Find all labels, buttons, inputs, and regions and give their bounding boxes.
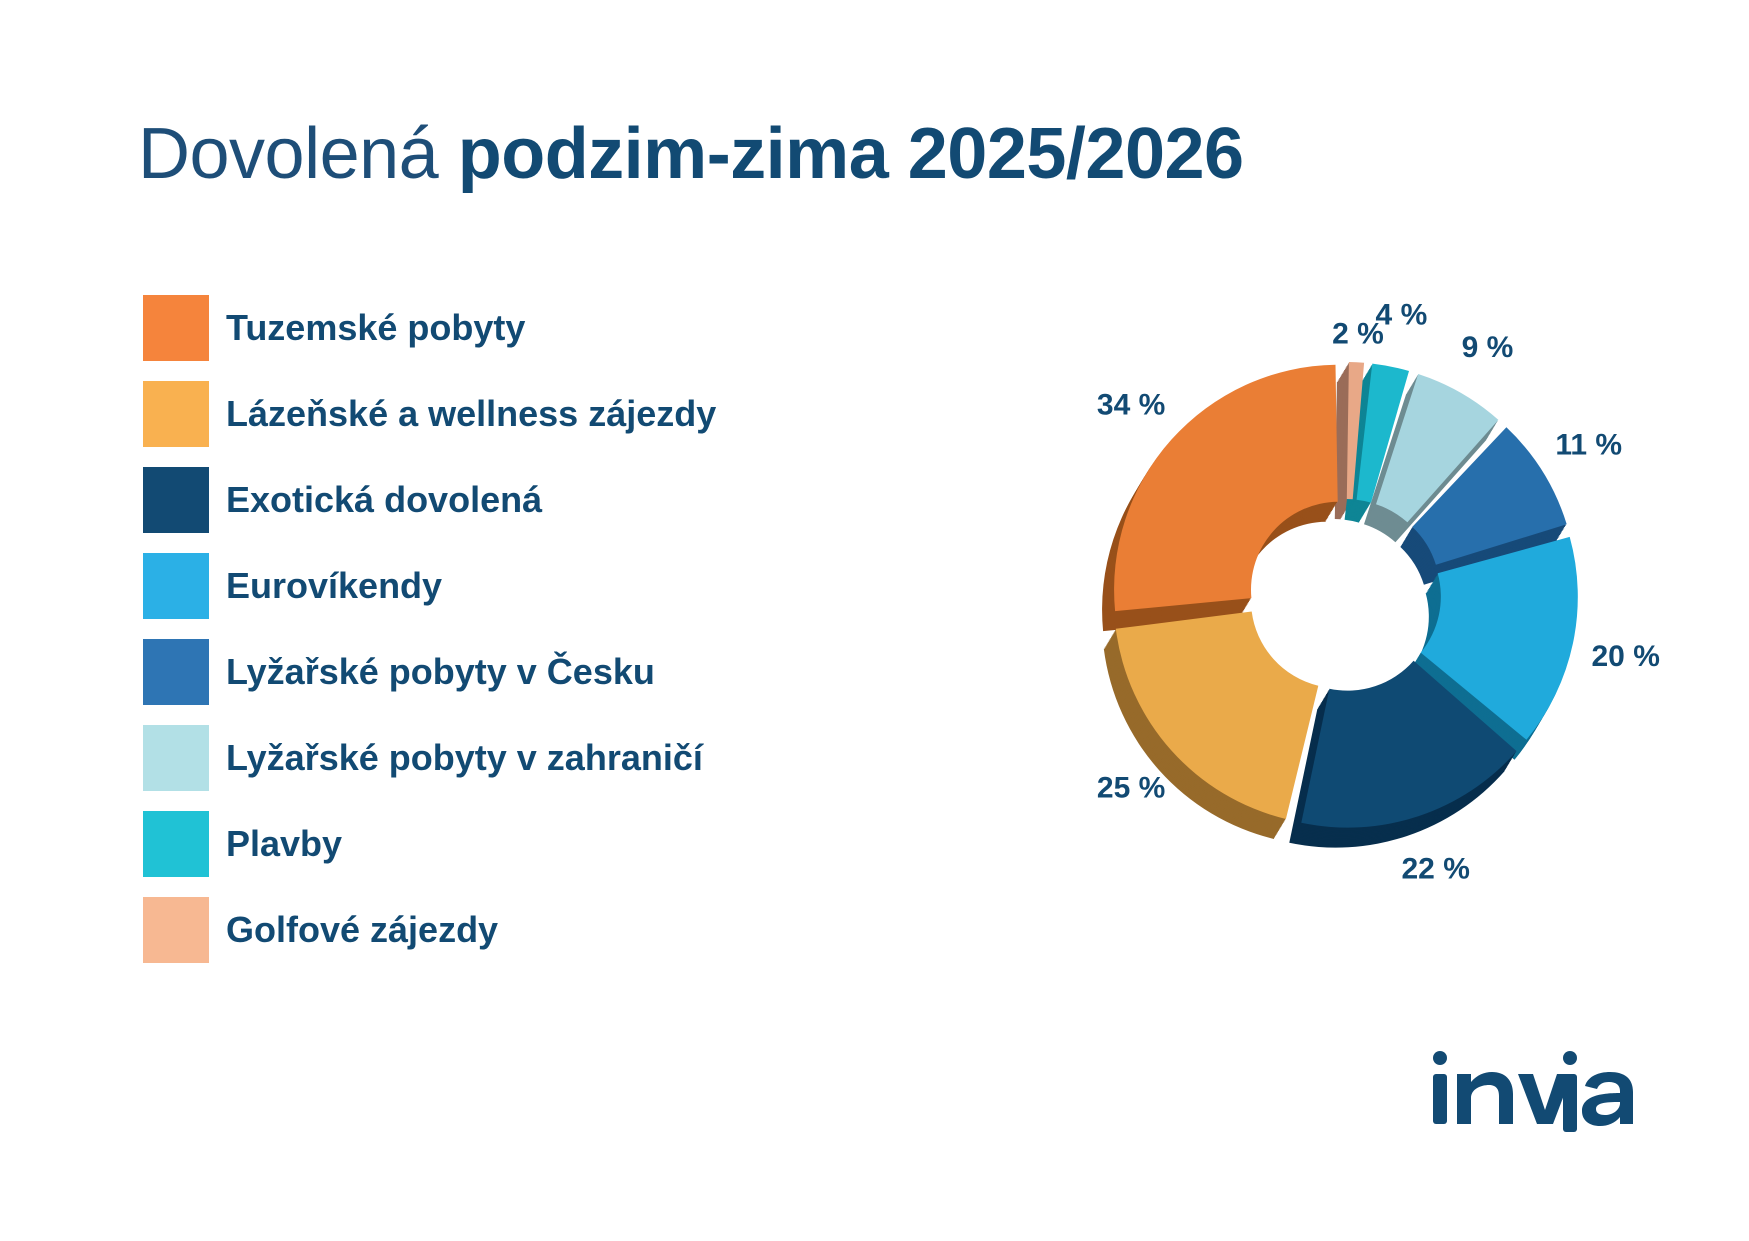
slice-ly-a-sk-pobyty-v-zahrani- — [1376, 374, 1499, 523]
slice-tuzemsk-pobyty — [1114, 364, 1338, 612]
legend-item: Lázeňské a wellness zájezdy — [143, 381, 716, 447]
legend-swatch — [143, 553, 209, 619]
legend-item: Eurovíkendy — [143, 553, 442, 619]
slice-eurov-kendy — [1420, 536, 1578, 740]
title-light: Dovolená — [138, 114, 439, 194]
slice-exotick-dovolen- — [1301, 660, 1517, 828]
legend-swatch — [143, 295, 209, 361]
slice-ly-a-sk-pobyty-v-esku — [1412, 427, 1567, 565]
legend-item: Exotická dovolená — [143, 467, 542, 533]
legend-item: Lyžařské pobyty v zahraničí — [143, 725, 703, 791]
legend-swatch — [143, 467, 209, 533]
legend-label: Tuzemské pobyty — [226, 307, 526, 348]
legend-label: Lyžařské pobyty v Česku — [226, 651, 655, 692]
data-label: 11 % — [1555, 428, 1622, 461]
slice-golfov-z-jezdy — [1346, 362, 1365, 500]
slice-plavby — [1356, 363, 1409, 503]
data-label: 9 % — [1462, 331, 1514, 364]
data-label: 20 % — [1592, 640, 1660, 673]
legend-label: Lázeňské a wellness zájezdy — [226, 393, 717, 434]
legend-swatch — [143, 725, 209, 791]
data-label: 22 % — [1402, 852, 1470, 885]
legend-swatch — [143, 381, 209, 447]
data-label: 2 % — [1332, 317, 1384, 350]
legend-swatch — [143, 639, 209, 705]
legend-label: Exotická dovolená — [226, 479, 543, 520]
legend-label: Lyžařské pobyty v zahraničí — [226, 737, 703, 778]
data-label: 4 % — [1376, 299, 1428, 332]
data-label: 25 % — [1097, 771, 1165, 804]
legend-swatch — [143, 811, 209, 877]
donut-chart: 2 %4 % 9 % 11 % 20 % 22 % 25 % 34 % — [1097, 299, 1660, 886]
legend-item: Golfové zájezdy — [143, 897, 498, 963]
title-bold: podzim-zima 2025/2026 — [457, 114, 1244, 194]
legend-item: Lyžařské pobyty v Česku — [143, 639, 655, 705]
data-label: 34 % — [1097, 389, 1165, 422]
legend-label: Eurovíkendy — [226, 565, 443, 606]
legend-swatch — [143, 897, 209, 963]
slice-l-ze-sk-a-wellness-z-jezdy — [1115, 611, 1319, 819]
legend-item: Plavby — [143, 811, 342, 877]
legend-label: Golfové zájezdy — [226, 909, 499, 950]
legend-label: Plavby — [226, 823, 343, 864]
page-title: Dovolená podzim-zima 2025/2026 — [138, 118, 1244, 190]
legend-item: Tuzemské pobyty — [143, 295, 525, 361]
invia-logo — [1433, 1051, 1633, 1132]
